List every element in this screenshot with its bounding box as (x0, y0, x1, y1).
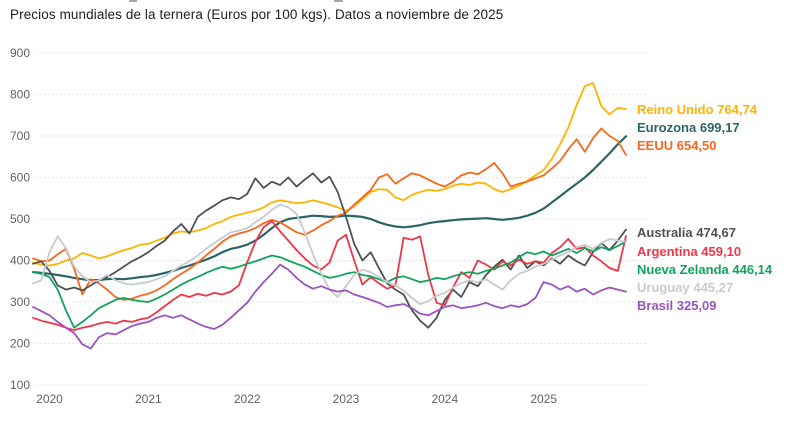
series-line-australia (32, 172, 627, 329)
x-axis-tick-label: 2023 (333, 392, 360, 406)
series-label-australia: Australia 474,67 (637, 225, 737, 240)
y-axis-tick-label: 800 (10, 88, 30, 102)
series-line-argentina (32, 220, 627, 332)
x-axis-tick-label: 2020 (36, 392, 63, 406)
series-label-uruguay: Uruguay 445,27 (637, 280, 734, 295)
series-label-argentina: Argentina 459,10 (637, 244, 742, 259)
cropped-artifact (334, 0, 343, 2)
x-axis-tick-label: 2024 (431, 392, 458, 406)
x-axis-tick-label: 2021 (135, 392, 162, 406)
series-label-nueva-zelanda: Nueva Zelanda 446,14 (637, 262, 773, 277)
series-line-reino-unido (32, 82, 627, 267)
series-line-eeuu (32, 127, 627, 301)
series-label-brasil: Brasil 325,09 (637, 298, 717, 313)
series-line-eurozona (31, 135, 628, 282)
x-axis-tick-label: 2025 (530, 392, 557, 406)
y-axis-tick-label: 700 (10, 129, 30, 143)
series-label-reino-unido: Reino Unido 764,74 (637, 102, 757, 117)
series-label-eeuu: EEUU 654,50 (637, 138, 717, 153)
series-line-brasil (32, 263, 627, 350)
y-axis-tick-label: 600 (10, 171, 30, 185)
series-label-eurozona: Eurozona 699,17 (637, 120, 740, 135)
y-axis-tick-label: 500 (10, 212, 30, 226)
y-axis-tick-label: 200 (10, 337, 30, 351)
chart-title: Precios mundiales de la ternera (Euros p… (10, 7, 504, 22)
x-axis-tick-label: 2022 (234, 392, 261, 406)
y-axis-tick-label: 900 (10, 46, 30, 60)
y-axis-tick-label: 400 (10, 254, 30, 268)
y-axis-tick-label: 300 (10, 295, 30, 309)
series-line-nueva-zelanda (32, 240, 627, 329)
y-axis-tick-label: 100 (10, 378, 30, 392)
cropped-artifact (129, 0, 137, 2)
